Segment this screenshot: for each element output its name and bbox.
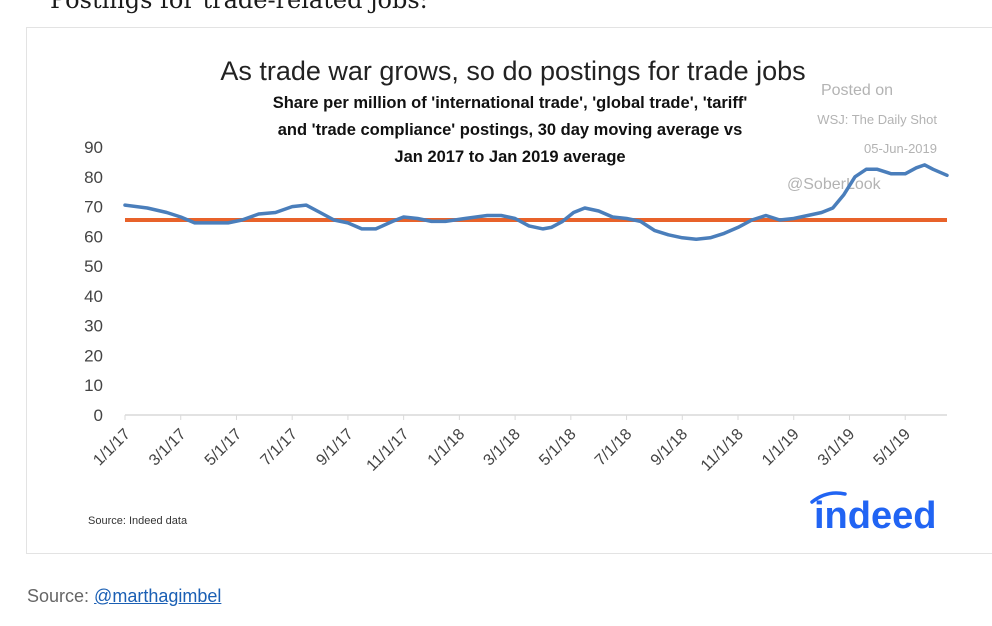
y-tick-label: 40	[84, 287, 103, 306]
source-caption-prefix: Source:	[27, 586, 95, 606]
chart-title: As trade war grows, so do postings for t…	[220, 56, 805, 86]
indeed-logo-text: indeed	[814, 495, 936, 537]
x-tick-label: 7/1/18	[592, 426, 636, 470]
y-tick-label: 80	[84, 168, 103, 187]
y-tick-label: 30	[84, 317, 103, 336]
chart-subtitle-line-3: Jan 2017 to Jan 2019 average	[394, 148, 625, 166]
series-layer	[123, 163, 949, 242]
x-tick-label: 5/1/17	[202, 426, 246, 470]
x-tick-label: 5/1/18	[536, 426, 580, 470]
x-tick-label: 5/1/19	[871, 426, 915, 470]
x-tick-label: 11/1/17	[364, 426, 413, 475]
moving-average-line	[123, 163, 949, 242]
page-heading: Postings for trade-related jobs:	[50, 0, 428, 14]
chart-card: As trade war grows, so do postings for t…	[26, 27, 992, 554]
source-link[interactable]: @marthagimbel	[94, 586, 222, 606]
chart-subtitle-line-2: and 'trade compliance' postings, 30 day …	[278, 121, 743, 139]
y-tick-label: 20	[84, 346, 103, 365]
y-tick-label: 50	[84, 257, 103, 276]
x-tick-label: 1/1/17	[90, 426, 134, 470]
x-tick-label: 9/1/17	[313, 426, 357, 470]
y-axis: 0 10 20 30 40 50 60 70 80 90	[84, 138, 103, 425]
watermark-date: 05-Jun-2019	[864, 141, 937, 156]
y-tick-label: 90	[84, 138, 103, 157]
watermark-posted-on: Posted on	[821, 82, 893, 99]
x-tick-label: 3/1/18	[480, 426, 524, 470]
x-axis: 1/1/17 3/1/17 5/1/17 7/1/17 9/1/17 11/1/17 1/1…	[90, 414, 947, 475]
trade-postings-chart: As trade war grows, so do postings for t…	[84, 56, 949, 537]
x-tick-label: 9/1/18	[648, 426, 692, 470]
indeed-logo: indeed	[810, 491, 936, 537]
y-tick-label: 10	[84, 376, 103, 395]
chart-subtitle-line-1: Share per million of 'international trad…	[273, 94, 748, 112]
watermark-handle: @SoberLook	[787, 176, 882, 193]
x-tick-label: 7/1/17	[258, 426, 302, 470]
watermark-daily-shot: WSJ: The Daily Shot	[817, 112, 937, 127]
source-caption: Source: @marthagimbel	[27, 586, 221, 607]
x-tick-label: 1/1/19	[759, 426, 803, 470]
y-tick-label: 60	[84, 227, 103, 246]
x-tick-label: 1/1/18	[425, 426, 469, 470]
source-note: Source: Indeed data	[88, 515, 188, 527]
x-tick-label: 3/1/17	[146, 426, 190, 470]
x-tick-label: 3/1/19	[815, 426, 859, 470]
y-tick-label: 70	[84, 198, 103, 217]
y-tick-label: 0	[94, 406, 103, 425]
x-tick-label: 11/1/18	[698, 426, 747, 475]
